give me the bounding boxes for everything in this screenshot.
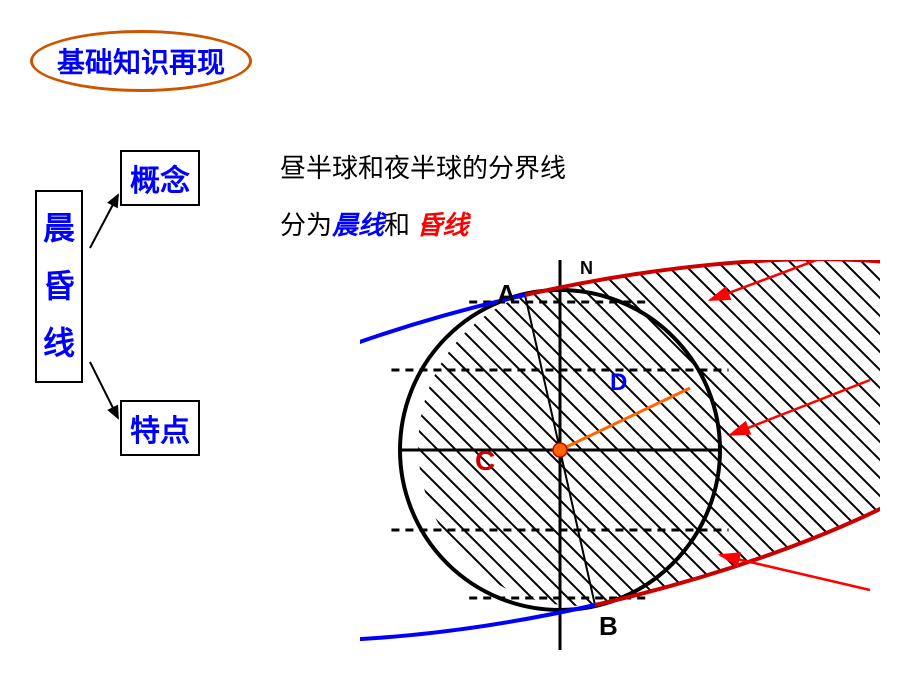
globe-svg: A B C D N [360, 260, 880, 660]
desc-pre: 分为 [280, 211, 332, 240]
title-badge: 基础知识再现 [30, 30, 252, 92]
title-text: 基础知识再现 [57, 41, 225, 81]
main-char-1: 晨 [43, 200, 75, 258]
label-c: C [475, 445, 495, 476]
concept-box: 概念 [120, 150, 200, 206]
feature-label: 特点 [130, 415, 190, 448]
label-b: B [599, 611, 618, 641]
morning-line-term: 晨线 [332, 211, 384, 240]
orange-ray [560, 388, 690, 450]
desc-line1: 昼半球和夜半球的分界线 [280, 140, 566, 197]
label-d: D [610, 369, 627, 396]
desc-line2: 分为晨线和 昏线 [280, 197, 566, 254]
description-block: 昼半球和夜半球的分界线 分为晨线和 昏线 [280, 140, 566, 254]
branch-arrow-up [90, 195, 118, 248]
globe-diagram: A B C D N [360, 260, 880, 660]
label-a: A [497, 279, 516, 309]
evening-line-term: 昏线 [417, 211, 469, 240]
desc-mid: 和 [384, 211, 417, 240]
center-dot [553, 443, 567, 457]
concept-label: 概念 [130, 165, 190, 198]
main-char-2: 昏 [43, 258, 75, 316]
branch-arrow-down [90, 362, 118, 418]
label-n: N [580, 260, 593, 278]
main-char-3: 线 [43, 315, 75, 373]
main-topic-box: 晨 昏 线 [35, 190, 83, 383]
feature-box: 特点 [120, 400, 200, 456]
